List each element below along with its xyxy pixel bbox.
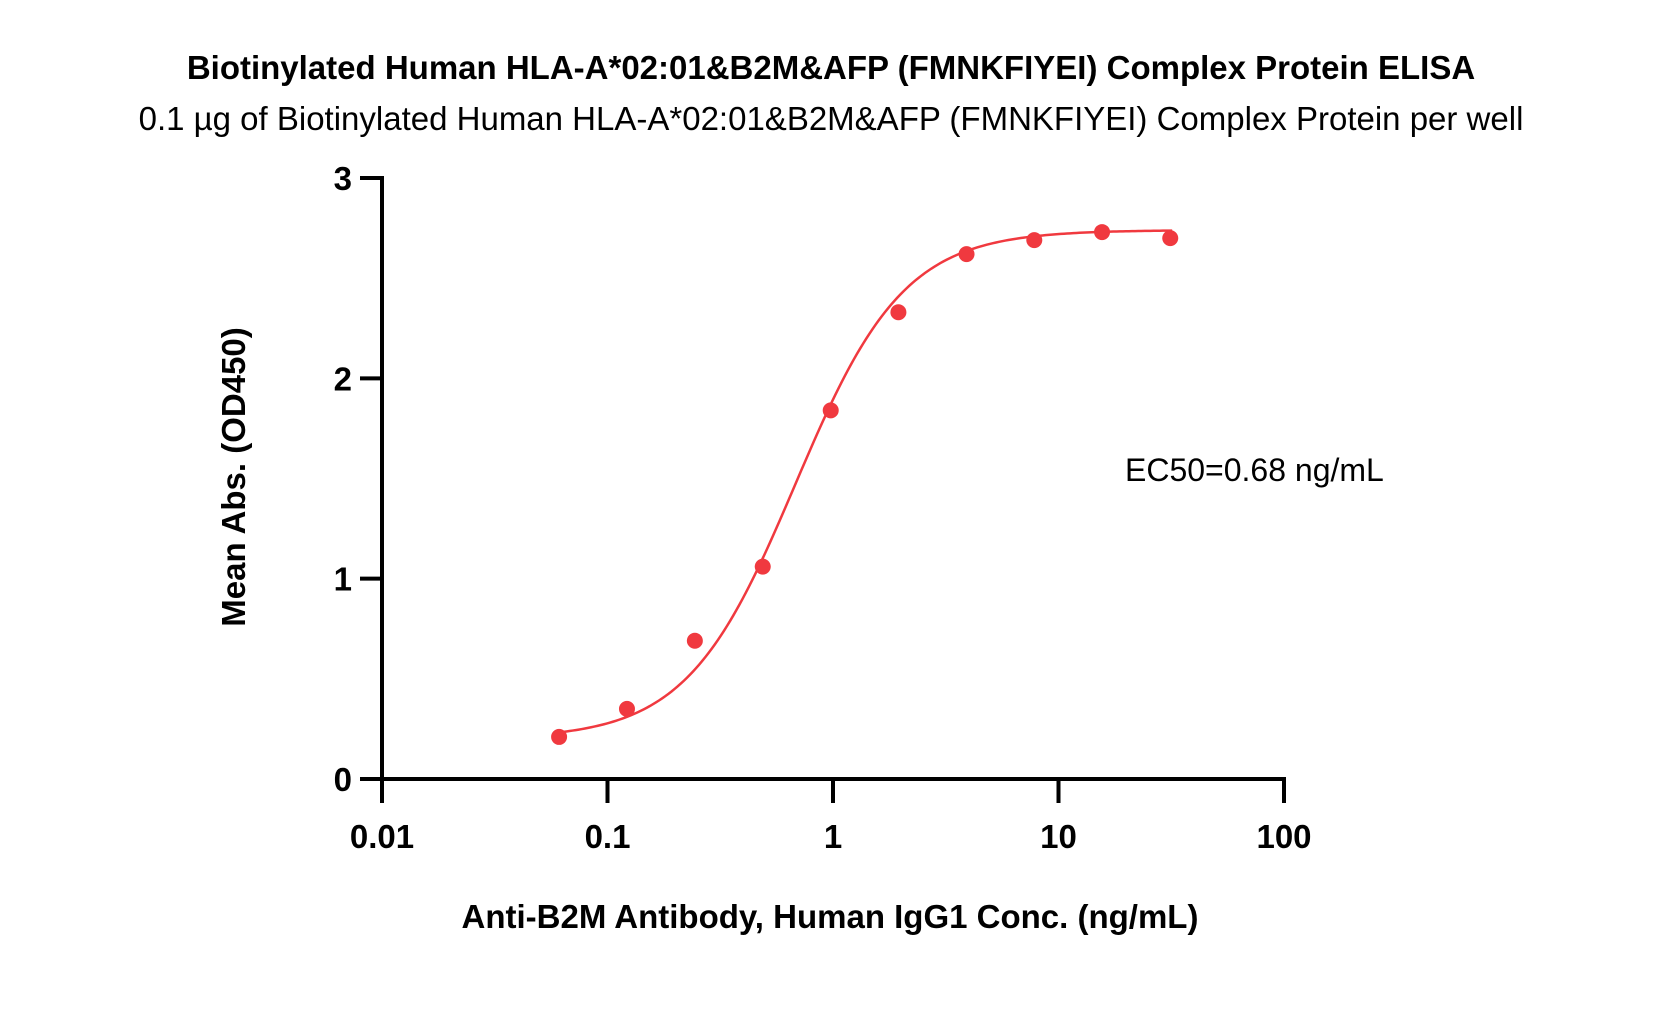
data-point xyxy=(822,402,839,419)
data-point xyxy=(551,728,568,745)
x-axis-label: Anti-B2M Antibody, Human IgG1 Conc. (ng/… xyxy=(462,898,1199,935)
data-point xyxy=(958,246,975,263)
plot-area xyxy=(551,224,1179,745)
axes: 0 1 2 3 0.01 0.1 1 10 100 xyxy=(334,160,1312,855)
data-point xyxy=(618,700,635,717)
y-tick-label: 0 xyxy=(334,761,352,798)
data-point xyxy=(686,632,703,649)
data-point xyxy=(890,304,907,321)
x-tick-label: 100 xyxy=(1256,818,1311,855)
fit-curve xyxy=(553,229,1173,735)
y-tick-label: 1 xyxy=(334,561,352,598)
data-point xyxy=(1162,230,1179,247)
chart-title: Biotinylated Human HLA-A*02:01&B2M&AFP (… xyxy=(187,49,1475,86)
data-point xyxy=(1094,224,1111,241)
x-tick-label: 0.01 xyxy=(350,818,414,855)
ec50-annotation: EC50=0.68 ng/mL xyxy=(1125,452,1384,488)
x-tick-label: 0.1 xyxy=(585,818,631,855)
chart-subtitle: 0.1 µg of Biotinylated Human HLA-A*02:01… xyxy=(139,100,1524,137)
y-tick-label: 2 xyxy=(334,360,352,397)
x-tick-label: 1 xyxy=(824,818,842,855)
y-axis-label: Mean Abs. (OD450) xyxy=(215,327,252,627)
y-tick-label: 3 xyxy=(334,160,352,197)
data-point xyxy=(754,558,771,575)
data-point xyxy=(1026,232,1043,249)
x-tick-label: 10 xyxy=(1040,818,1077,855)
